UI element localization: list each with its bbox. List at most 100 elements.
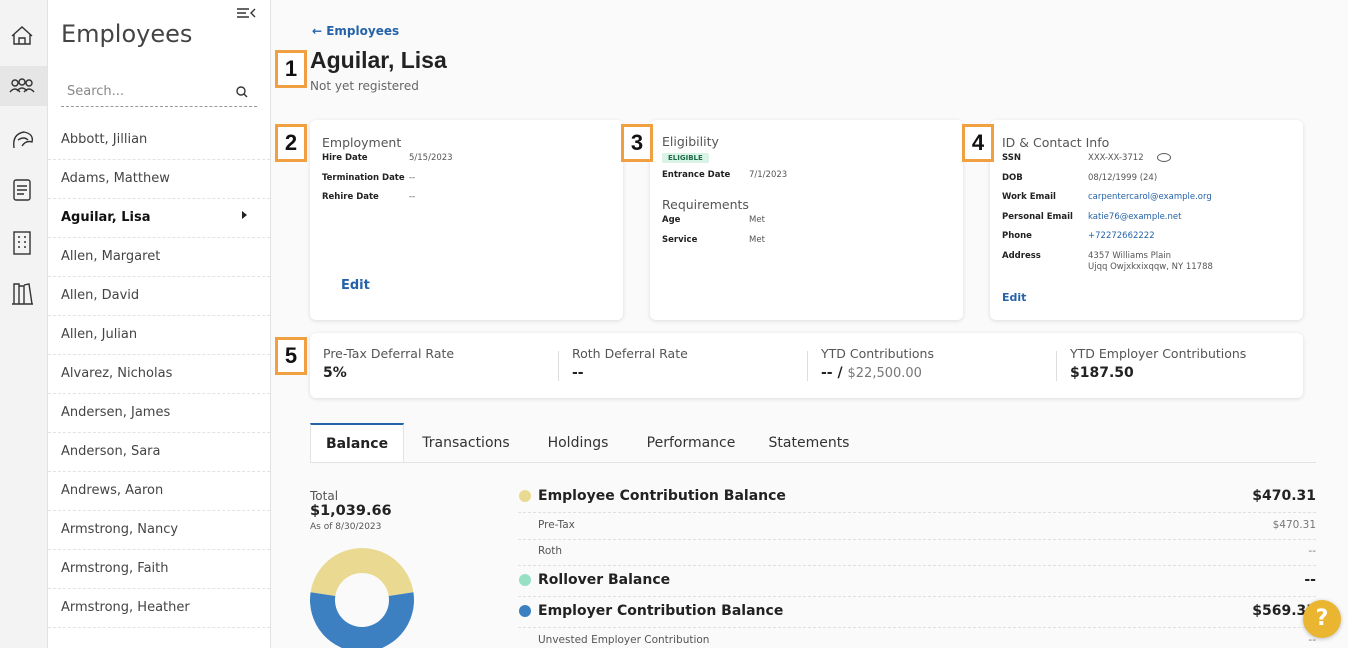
- card-title: Employment: [322, 135, 402, 150]
- donut-segment: [310, 548, 414, 596]
- annotation-marker: 3: [621, 124, 653, 162]
- eye-icon[interactable]: [1157, 153, 1171, 162]
- field-label: Personal Email: [1002, 211, 1073, 222]
- annotation-marker: 1: [275, 50, 307, 88]
- contact-card: ID & Contact Info SSN XXX-XX-3712 DOB 08/12/…: [990, 120, 1303, 320]
- field-label: Rehire Date: [322, 192, 379, 202]
- employee-row[interactable]: Armstrong, Faith: [48, 550, 270, 589]
- search-placeholder: Search...: [67, 84, 125, 99]
- stat-number: --: [572, 365, 584, 381]
- employee-name: Armstrong, Heather: [61, 600, 190, 615]
- nav-icons: [0, 26, 47, 305]
- report-icon[interactable]: [13, 179, 31, 201]
- edit-link[interactable]: Edit: [341, 278, 370, 293]
- field-label: Entrance Date: [662, 170, 731, 180]
- collapse-icon[interactable]: [234, 4, 258, 22]
- home-icon[interactable]: [11, 26, 33, 45]
- back-link[interactable]: ← Employees: [312, 24, 400, 38]
- plan-icon[interactable]: [13, 131, 34, 149]
- tab[interactable]: Balance: [310, 423, 404, 462]
- stat-value: -- / $22,500.00: [821, 365, 922, 381]
- search-icon: [236, 86, 248, 98]
- row-divider: [518, 539, 1316, 540]
- field-label: Phone: [1002, 231, 1032, 241]
- balance-name: Employee Contribution Balance: [538, 488, 786, 504]
- employee-name: Armstrong, Nancy: [61, 522, 179, 537]
- employee-row[interactable]: Allen, David: [48, 277, 270, 316]
- divider: [1056, 351, 1057, 381]
- employee-name: Abbott, Jillian: [61, 132, 148, 147]
- tab[interactable]: Holdings: [528, 423, 628, 462]
- search-box[interactable]: Search...: [61, 78, 257, 107]
- company-icon[interactable]: [13, 231, 31, 255]
- annotation-marker: 2: [275, 124, 307, 162]
- field-label: Termination Date: [322, 172, 405, 183]
- card-title: Eligibility: [662, 134, 719, 149]
- balance-donut: [310, 548, 414, 648]
- section-title: Requirements: [662, 197, 749, 212]
- edit-link[interactable]: Edit: [1002, 291, 1027, 304]
- employee-row[interactable]: Andrews, Aaron: [48, 472, 270, 511]
- balance-item-amount: --: [1308, 545, 1316, 557]
- stat-number: 5%: [323, 365, 347, 381]
- stat-number: --: [821, 365, 833, 381]
- main-content: [271, 0, 1348, 648]
- card-title: ID & Contact Info: [1002, 135, 1110, 150]
- stat-value: $187.50: [1070, 365, 1134, 381]
- employee-row[interactable]: Andersen, James: [48, 394, 270, 433]
- registration-status: Not yet registered: [310, 79, 419, 93]
- library-icon[interactable]: [12, 283, 33, 305]
- employee-name: Andrews, Aaron: [61, 483, 164, 498]
- employee-row[interactable]: Anderson, Sara: [48, 433, 270, 472]
- field-label: Service: [662, 235, 698, 245]
- employee-row[interactable]: Allen, Julian: [48, 316, 270, 355]
- balance-item: Pre-Tax: [538, 519, 575, 531]
- employee-name: Anderson, Sara: [61, 444, 161, 459]
- stat-limit: $22,500.00: [847, 366, 922, 381]
- employee-row[interactable]: Armstrong, Heather: [48, 589, 270, 628]
- employee-row[interactable]: Abbott, Jillian: [48, 121, 270, 160]
- stats-bar: Pre-Tax Deferral Rate 5% Roth Deferral Rat…: [310, 333, 1303, 398]
- field-value: carpentercarol@example.org: [1088, 192, 1212, 202]
- stat-value: 5%: [323, 365, 347, 381]
- employee-name: Allen, Julian: [61, 327, 138, 342]
- employee-row[interactable]: Aguilar, Lisa: [48, 199, 270, 238]
- employee-name: Aguilar, Lisa: [61, 210, 151, 225]
- stat-label: YTD Contributions: [821, 346, 934, 361]
- row-divider: [518, 512, 1316, 513]
- field-value: Met: [749, 235, 765, 245]
- tab[interactable]: Transactions: [404, 423, 528, 462]
- field-label: SSN: [1002, 153, 1021, 163]
- employee-row[interactable]: Adams, Matthew: [48, 160, 270, 199]
- tab-underline: [310, 462, 1316, 463]
- employee-row[interactable]: Allen, Margaret: [48, 238, 270, 277]
- field-value: Met: [749, 215, 765, 225]
- employee-row[interactable]: Armstrong, Nancy: [48, 511, 270, 550]
- balance-name: Employer Contribution Balance: [538, 603, 784, 619]
- legend-dot: [519, 490, 531, 502]
- stat-label: YTD Employer Contributions: [1070, 346, 1247, 361]
- stat-label: Roth Deferral Rate: [572, 346, 688, 361]
- field-value: 4357 Williams Plain: [1088, 250, 1172, 261]
- nav-rail: [0, 0, 48, 648]
- tab-label: Performance: [646, 435, 736, 451]
- stat-value: --: [572, 365, 584, 381]
- panel-title: Employees: [61, 20, 193, 48]
- row-divider: [518, 565, 1316, 566]
- employee-name: Alvarez, Nicholas: [61, 366, 173, 381]
- tab[interactable]: Performance: [628, 423, 754, 462]
- people-icon[interactable]: [9, 78, 35, 93]
- help-button[interactable]: ?: [1303, 600, 1341, 638]
- balance-amount: $569.35: [1252, 603, 1316, 619]
- field-value: 7/1/2023: [749, 170, 788, 180]
- field-value: --: [409, 192, 416, 202]
- legend-dot: [519, 605, 531, 617]
- total-label: Total: [310, 489, 339, 503]
- tab[interactable]: Statements: [754, 423, 864, 462]
- employee-name: Allen, David: [61, 288, 140, 303]
- annotation-marker: 4: [962, 124, 994, 162]
- field-value: XXX-XX-3712: [1088, 153, 1144, 163]
- employee-row[interactable]: Alvarez, Nicholas: [48, 355, 270, 394]
